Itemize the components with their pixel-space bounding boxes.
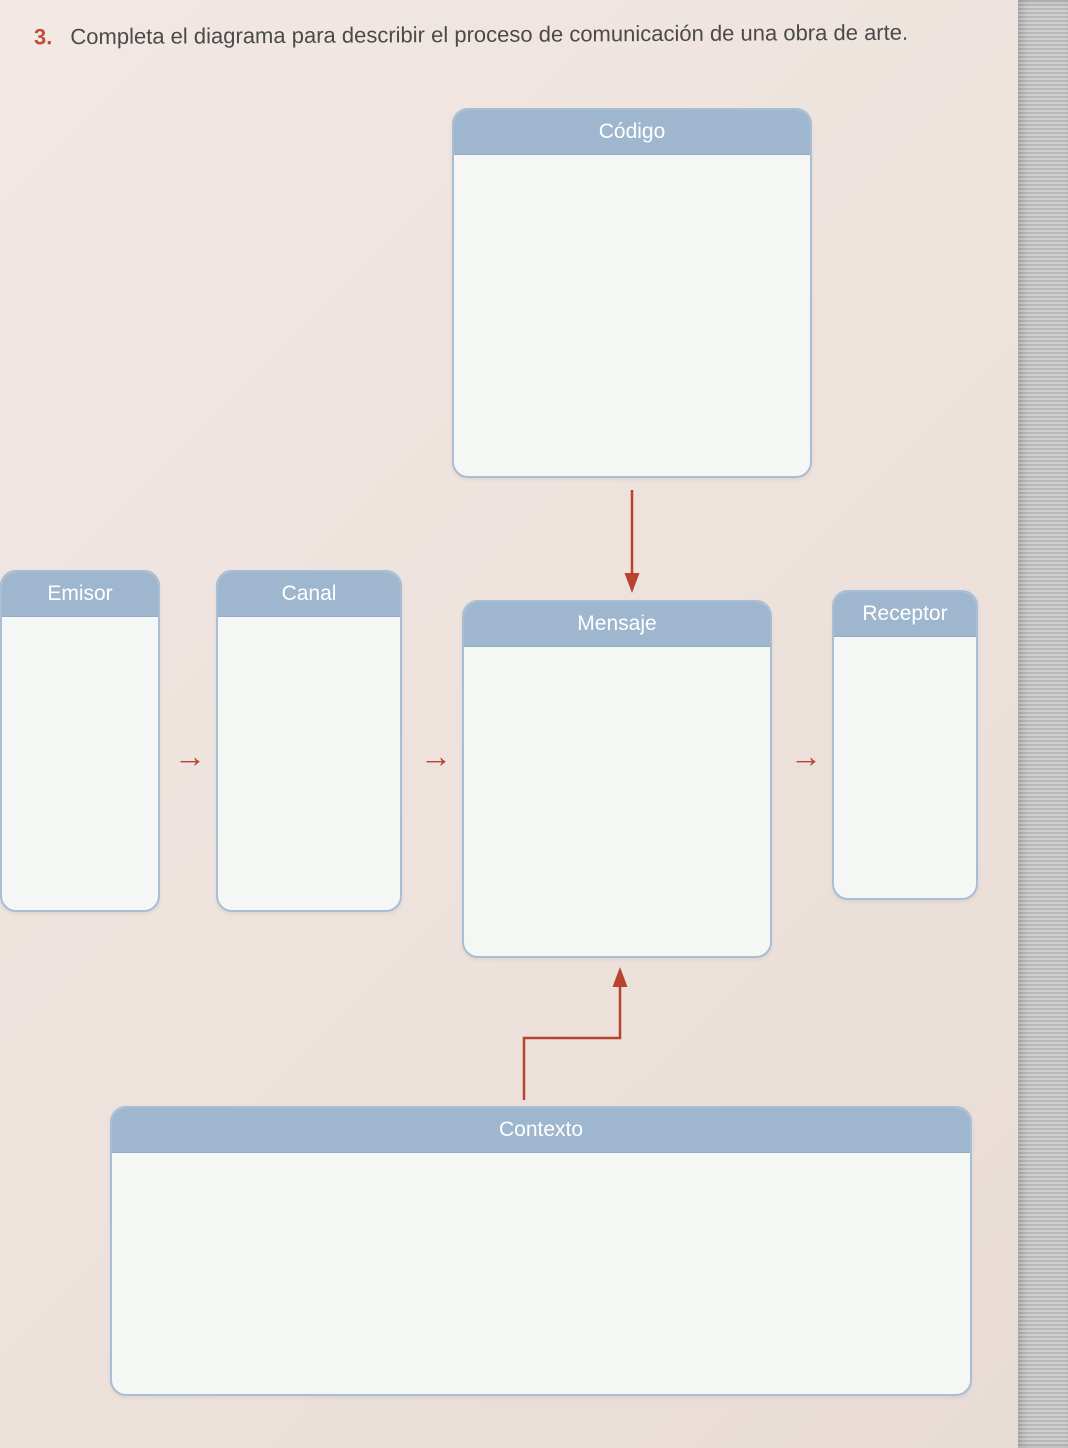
arrow-emisor-to-canal: → [174, 738, 206, 775]
box-mensaje-body[interactable] [464, 647, 770, 687]
box-canal-body[interactable] [218, 617, 400, 657]
box-mensaje-label: Mensaje [464, 602, 770, 647]
box-receptor-label: Receptor [834, 592, 976, 637]
box-codigo-body[interactable] [454, 155, 810, 195]
box-canal: Canal [216, 570, 402, 912]
box-emisor-body[interactable] [2, 617, 158, 657]
box-mensaje: Mensaje [462, 600, 772, 958]
arrow-mensaje-to-receptor: → [790, 738, 822, 775]
box-emisor-label: Emisor [2, 572, 158, 617]
box-codigo-label: Código [454, 110, 810, 155]
question-row: 3. Completa el diagrama para describir e… [34, 20, 908, 51]
question-number: 3. [34, 24, 52, 50]
box-canal-label: Canal [218, 572, 400, 617]
question-text: Completa el diagrama para describir el p… [70, 20, 908, 50]
box-contexto-label: Contexto [112, 1108, 970, 1153]
box-receptor-body[interactable] [834, 637, 976, 677]
box-codigo: Código [452, 108, 812, 478]
box-contexto-body[interactable] [112, 1153, 970, 1193]
box-receptor: Receptor [832, 590, 978, 900]
arrow-canal-to-mensaje: → [420, 738, 452, 775]
box-emisor: Emisor [0, 570, 160, 912]
box-contexto: Contexto [110, 1106, 972, 1396]
page-binding-edge [1018, 0, 1068, 1448]
